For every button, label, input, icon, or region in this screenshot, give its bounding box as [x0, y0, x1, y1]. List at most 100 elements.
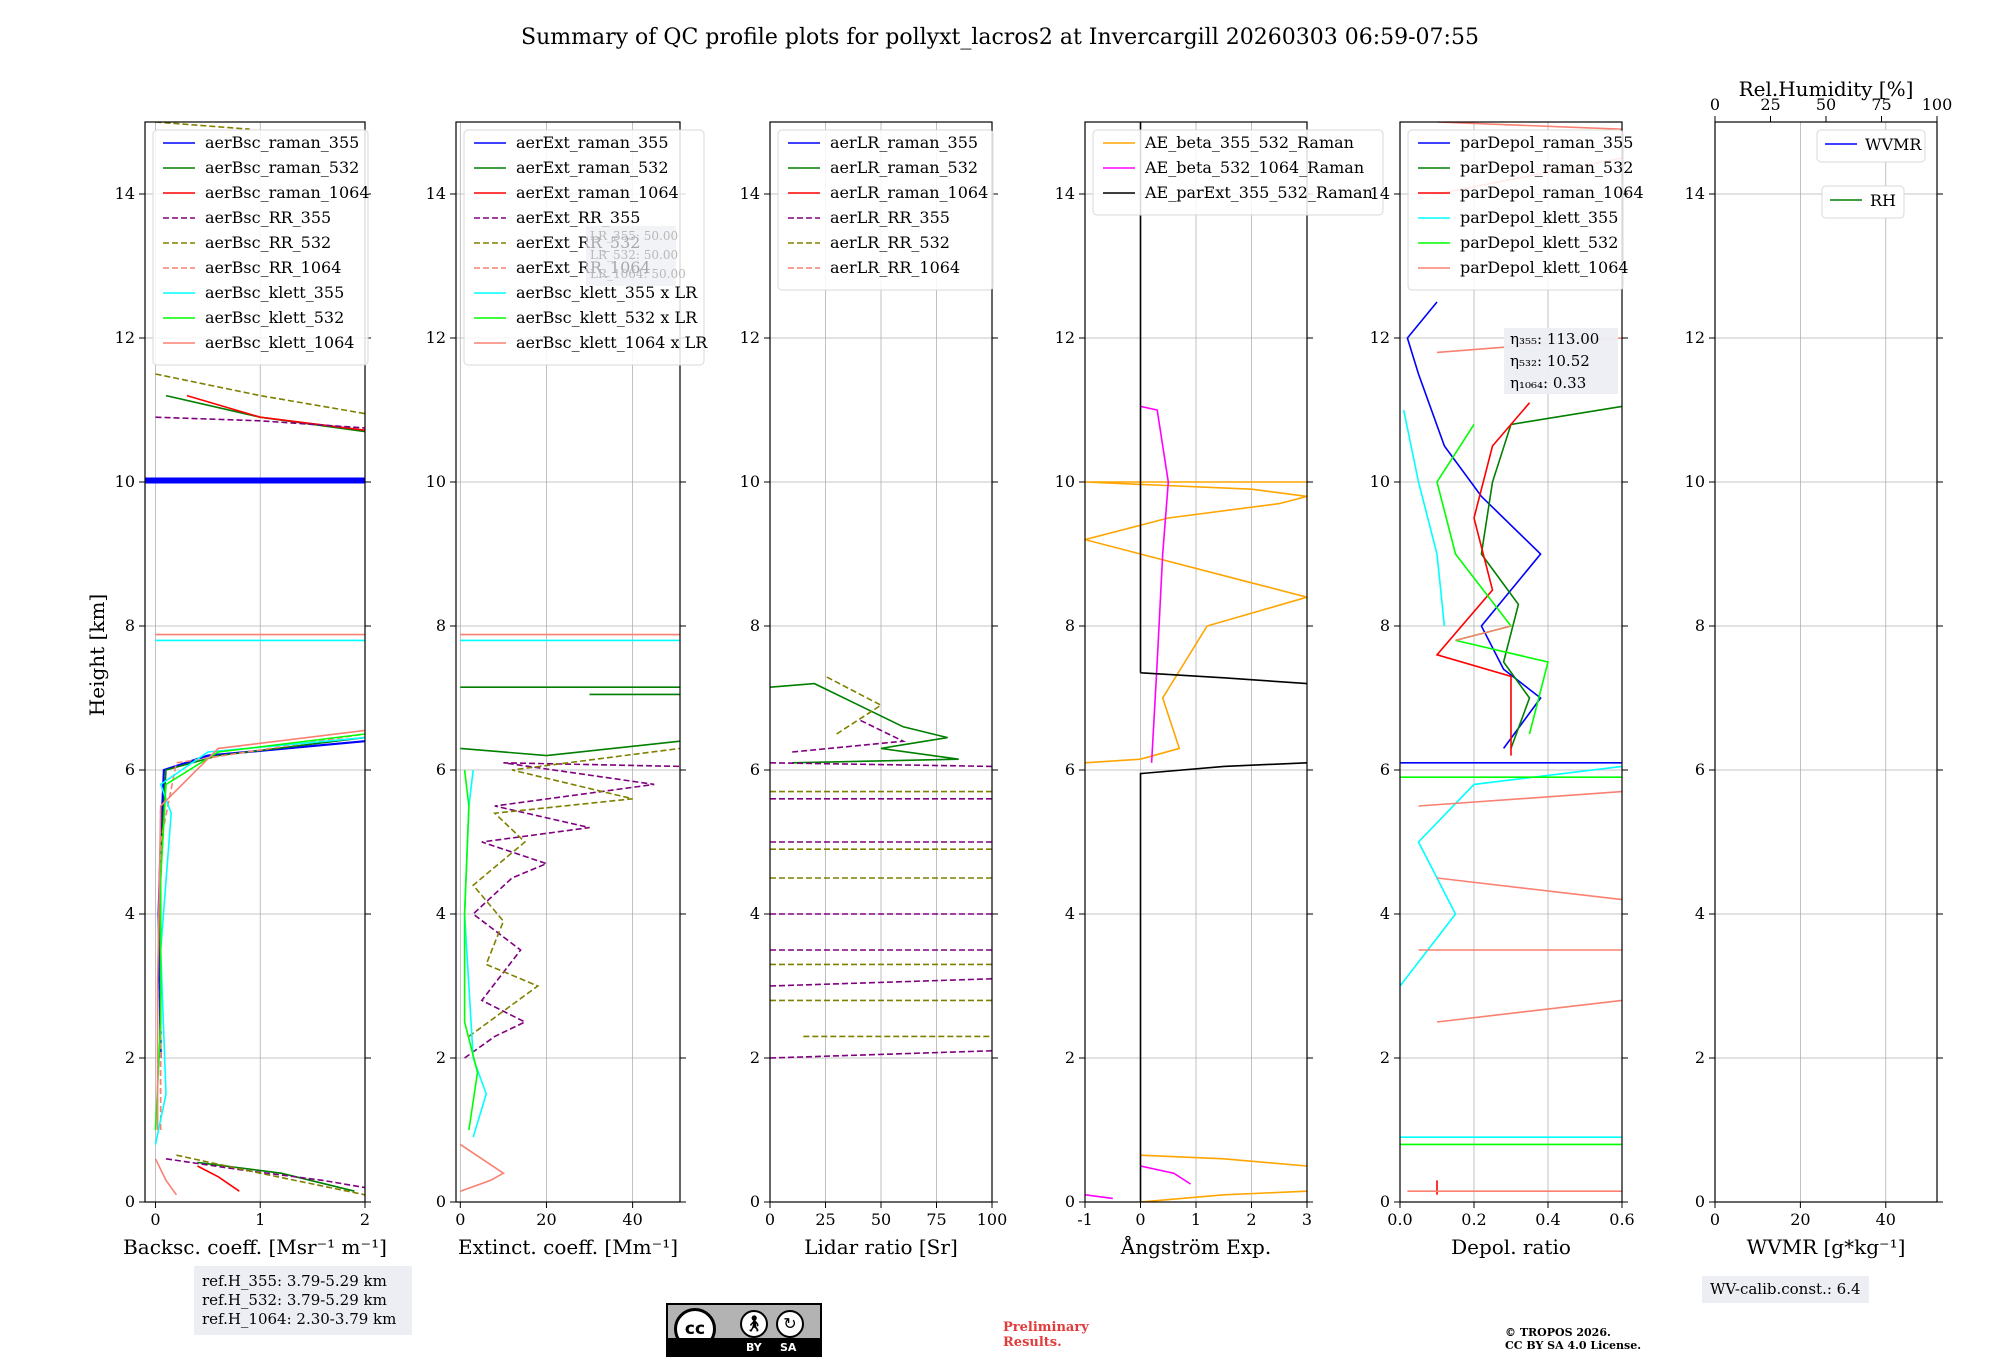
- y-tick-label: 12: [1055, 328, 1075, 347]
- x-tick-label: 2: [1246, 1210, 1256, 1229]
- y-tick-label: 12: [426, 328, 446, 347]
- y-tick-label: 12: [115, 328, 135, 347]
- y-tick-label: 12: [1370, 328, 1390, 347]
- x-tick-label: 100: [977, 1210, 1008, 1229]
- top-x-tick-label: 100: [1922, 95, 1953, 114]
- y-tick-label: 14: [740, 184, 760, 203]
- legend-label: AE_parExt_355_532_Raman: [1144, 183, 1373, 202]
- x-axis-label: Lidar ratio [Sr]: [804, 1235, 958, 1259]
- x-axis-label: Ångström Exp.: [1120, 1234, 1271, 1259]
- top-x-tick-label: 0: [1710, 95, 1720, 114]
- x-tick-label: 0.4: [1535, 1210, 1560, 1229]
- refh-532-text: ref.H_532: 3.79-5.29 km: [202, 1291, 387, 1309]
- eta-annotation: η₁₀₆₄: 0.33: [1510, 374, 1586, 392]
- series-line-aerExt_raman_532: [460, 686, 680, 757]
- x-axis-label: WVMR [g*kg⁻¹]: [1747, 1235, 1906, 1259]
- preliminary-line1: Preliminary: [1003, 1320, 1089, 1335]
- legend-label: parDepol_raman_532: [1460, 158, 1633, 177]
- legend-box: [1407, 129, 1624, 291]
- legend-box: [1092, 129, 1384, 216]
- legend-label: aerLR_raman_532: [830, 158, 978, 177]
- legend-label: aerLR_RR_355: [830, 208, 950, 227]
- y-tick-label: 8: [1695, 616, 1705, 635]
- y-tick-label: 8: [750, 616, 760, 635]
- x-tick-label: 3: [1302, 1210, 1312, 1229]
- copyright-line1: © TROPOS 2026.: [1505, 1326, 1611, 1339]
- axes-frame: [144, 121, 366, 1203]
- series-line-aerBsc_raman_532: [158, 394, 365, 1192]
- legend-label: aerExt_raman_532: [516, 158, 669, 177]
- legend-label: aerBsc_RR_1064: [205, 258, 341, 277]
- legend-label: aerBsc_klett_532: [205, 308, 344, 327]
- x-tick-label: 0: [150, 1210, 160, 1229]
- y-tick-label: 10: [1370, 472, 1390, 491]
- copyright-note: © TROPOS 2026. CC BY SA 4.0 License.: [1505, 1326, 1641, 1352]
- x-tick-label: 0.2: [1461, 1210, 1486, 1229]
- legend-label: aerBsc_klett_355 x LR: [516, 283, 698, 302]
- series-line-aerBsc_klett_532: [154, 733, 365, 1131]
- top-x-axis-label: Rel.Humidity [%]: [1739, 77, 1914, 101]
- y-tick-label: 6: [1065, 760, 1075, 779]
- y-tick-label: 6: [750, 760, 760, 779]
- x-tick-label: 0.6: [1609, 1210, 1634, 1229]
- x-tick-label: 0: [1135, 1210, 1145, 1229]
- legend-label: aerExt_RR_355: [516, 208, 640, 227]
- y-tick-label: 6: [1380, 760, 1390, 779]
- x-axis-label: Depol. ratio: [1451, 1235, 1571, 1259]
- legend-label: AE_beta_532_1064_Raman: [1144, 158, 1364, 177]
- x-tick-label: 1: [1191, 1210, 1201, 1229]
- series-line-aerBsc_klett_1064: [154, 633, 365, 1196]
- series-line-aerBsc_RR_532: [155, 122, 365, 1196]
- legend-box: [152, 129, 369, 366]
- series-line-aerBsc_klett_532 x LR: [463, 769, 479, 1131]
- y-tick-label: 0: [436, 1192, 446, 1211]
- refh-355-text: ref.H_355: 3.79-5.29 km: [202, 1272, 387, 1290]
- y-tick-label: 2: [1695, 1048, 1705, 1067]
- y-tick-label: 4: [1065, 904, 1075, 923]
- legend-box: [777, 129, 994, 291]
- y-tick-label: 6: [125, 760, 135, 779]
- axes-frame: [1399, 121, 1623, 1203]
- wv-calib-box: WV-calib.const.: 6.4: [1702, 1276, 1869, 1303]
- refh-1064-text: ref.H_1064: 2.30-3.79 km: [202, 1310, 397, 1328]
- y-tick-label: 14: [115, 184, 135, 203]
- legend-label: aerExt_raman_1064: [516, 183, 679, 202]
- preliminary-line2: Results.: [1003, 1335, 1062, 1350]
- top-x-tick-label: 50: [1816, 95, 1836, 114]
- legend-label: parDepol_klett_532: [1460, 233, 1618, 252]
- x-tick-label: 40: [1876, 1210, 1896, 1229]
- cc-sa-label: SA: [780, 1341, 797, 1354]
- legend-label: aerBsc_klett_532 x LR: [516, 308, 698, 327]
- legend-label: aerBsc_RR_355: [205, 208, 331, 227]
- panel-wvmr: 0 20 40 0 2 4 6 8 10 12 14 WVMR [g*kg⁻¹] 0 25 50 75 100 R…: [1685, 77, 1953, 1259]
- legend-label: aerBsc_raman_532: [205, 158, 359, 177]
- legend-label: WVMR: [1865, 135, 1922, 154]
- x-tick-label: 25: [815, 1210, 835, 1229]
- y-tick-label: 10: [1685, 472, 1705, 491]
- legend-label: parDepol_klett_1064: [1460, 258, 1629, 277]
- series-line-aerBsc_klett_355: [154, 639, 365, 1145]
- y-tick-label: 4: [436, 904, 446, 923]
- legend-label: aerLR_raman_1064: [830, 183, 988, 202]
- y-tick-label: 8: [1065, 616, 1075, 635]
- y-tick-label: 12: [740, 328, 760, 347]
- x-axis-label: Extinct. coeff. [Mm⁻¹]: [458, 1235, 678, 1259]
- x-tick-label: 50: [871, 1210, 891, 1229]
- legend-label: RH: [1870, 191, 1896, 210]
- share-alike-icon: ↻: [776, 1310, 804, 1338]
- preliminary-note: Preliminary Results.: [1003, 1320, 1089, 1350]
- y-tick-label: 0: [1695, 1192, 1705, 1211]
- y-tick-label: 0: [1380, 1192, 1390, 1211]
- x-tick-label: 40: [622, 1210, 642, 1229]
- y-tick-label: 2: [1065, 1048, 1075, 1067]
- panel-lidar_ratio: 0 25 50 75 100 0 2 4 6 8 10 12 14 Lidar ratio [Sr] aer…: [740, 121, 1008, 1259]
- legend-label: aerLR_RR_532: [830, 233, 950, 252]
- legend-label: parDepol_klett_355: [1460, 208, 1618, 227]
- refh-info-box: ref.H_355: 3.79-5.29 km ref.H_532: 3.79-…: [194, 1266, 412, 1335]
- figure-title: Summary of QC profile plots for pollyxt_…: [521, 25, 1479, 50]
- series-line-AE_parExt_355_532_Raman: [1139, 122, 1307, 1202]
- lr-annotation-box: [586, 226, 676, 286]
